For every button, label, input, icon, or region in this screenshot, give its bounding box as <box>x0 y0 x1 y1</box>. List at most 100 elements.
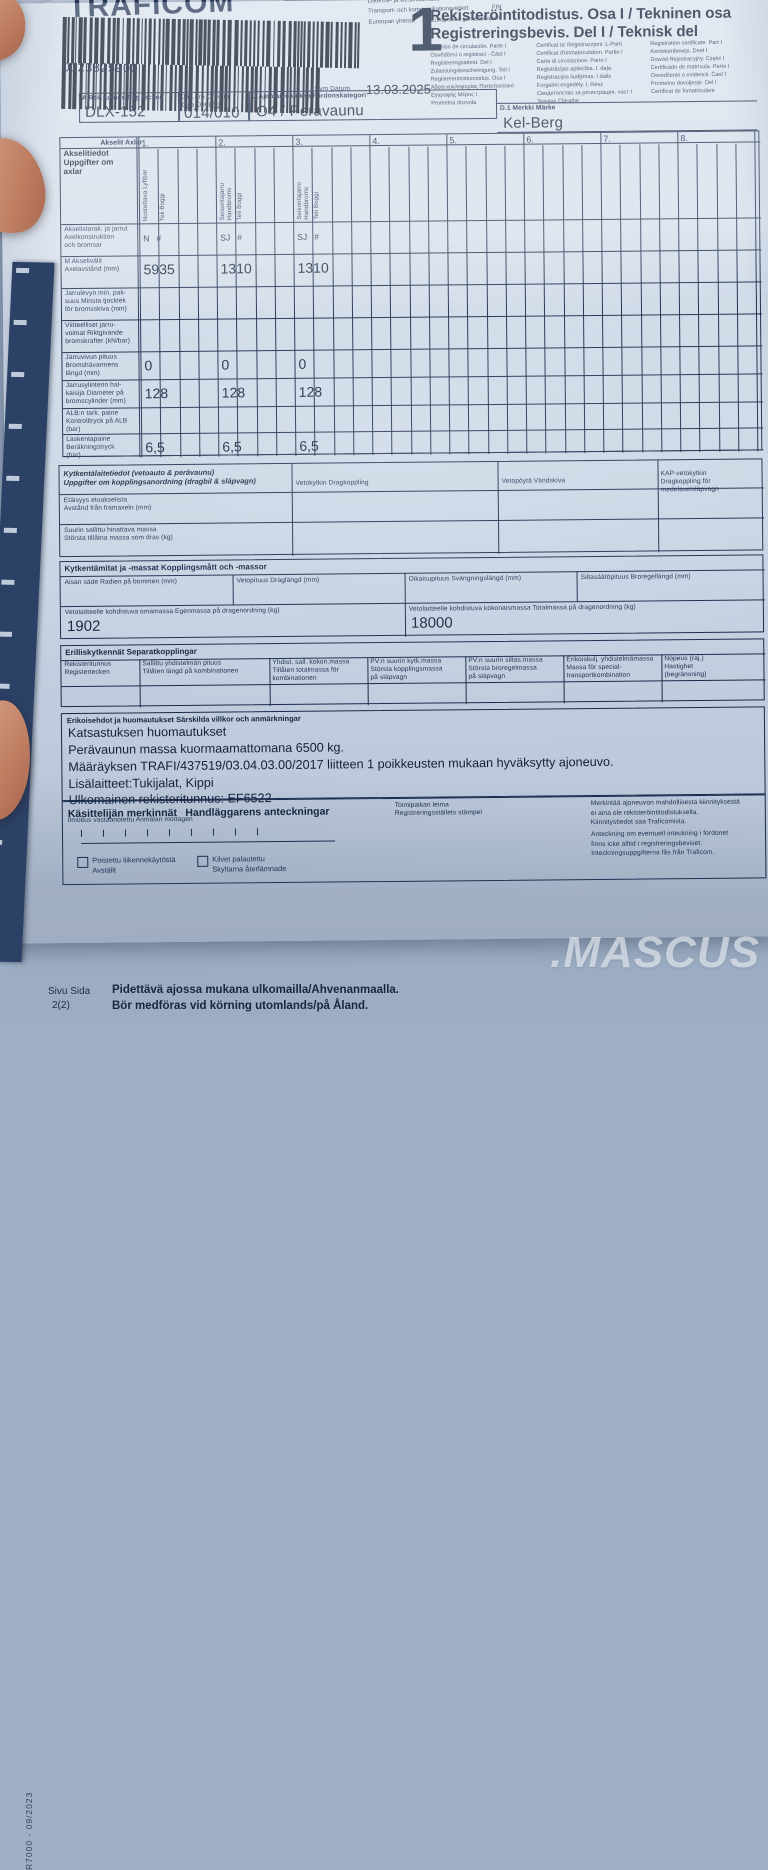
axle-cell-value[interactable]: 1310 <box>220 260 252 277</box>
axle-cell-value[interactable]: N # <box>143 233 162 244</box>
axle-row-label: Viitteelliset jarru- voimat Riktgivande … <box>65 321 131 345</box>
reg-label: A Rek.tunnus Reg tecken <box>81 94 164 102</box>
grid-vline <box>465 146 470 455</box>
grid-vline <box>176 148 181 457</box>
date-comb-field[interactable] <box>80 827 336 844</box>
grid-hline <box>63 427 764 436</box>
page-value: 2(2) <box>52 1000 70 1011</box>
axle-cell-value[interactable]: 0 <box>298 355 307 372</box>
coupling-mass-value[interactable]: 1902 <box>66 617 101 636</box>
coupling-section: Kytkentälaitetiedot (vetoauto & perävaun… <box>58 458 764 558</box>
make-field[interactable]: D.1 Merkki Märke Kel-Berg <box>496 100 758 133</box>
coupling-mass-value[interactable]: 18000 <box>410 614 453 632</box>
grid-vline <box>715 143 720 452</box>
separate-coupling-column-header: Erikoiskulj. yhdistelmämassa Massa för s… <box>566 655 654 679</box>
handler-note-fi: Merkintää ajoneuvon mahdollisesta kiinni… <box>590 798 740 827</box>
grid-hline <box>63 449 764 458</box>
checkbox-box[interactable] <box>77 856 89 868</box>
axle-subheader: Teli Boggi <box>312 191 321 220</box>
strip-dash <box>0 839 3 845</box>
date-comb-tick <box>124 829 127 837</box>
coupling-row1-label: Etäisyys etuakselista Avstånd från frama… <box>63 496 152 512</box>
strip-dash <box>1 579 15 585</box>
axle-cell-value[interactable]: 0 <box>221 356 230 373</box>
grid-hline <box>62 373 763 382</box>
date-comb-tick <box>146 829 149 837</box>
axle-cell-value[interactable]: 128 <box>144 385 169 402</box>
axle-number-row: 1. 2. 3. 4. 5. 6. 7. 8. <box>60 131 758 148</box>
grid-vline <box>196 148 201 457</box>
coupling-mass-fields: Vetolaitteelle kohdistuva omamassa Egenm… <box>60 555 762 635</box>
axle-row-label: Jarrulevyn min. pak- suus Minsta tjockle… <box>64 289 127 313</box>
date-comb-tick <box>234 828 237 836</box>
coupling-title: Kytkentälaitetiedot (vetoauto & perävaun… <box>63 467 299 487</box>
separate-coupling-divider <box>465 656 467 705</box>
category-field[interactable]: J Ajoneuvoluokka Fordonskategori O4 / Pe… <box>248 88 498 122</box>
make-value: Kel-Berg <box>503 114 564 132</box>
separate-coupling-divider <box>139 659 141 708</box>
coupling-dims-section: Kytkentämitat ja -massat Kopplingsmått o… <box>59 554 765 640</box>
strip-dash <box>3 527 17 533</box>
handler-checkbox[interactable]: Poistettu liikennekäytöstä Avställt <box>77 855 176 876</box>
checkbox-label: Poistettu liikennekäytöstä Avställt <box>92 855 176 875</box>
axle-row-label: M Akselivälit Axelavstånd (mm) <box>64 257 120 273</box>
checkbox-box[interactable] <box>197 855 209 867</box>
strip-dash <box>15 267 30 274</box>
separate-coupling-divider <box>661 654 663 703</box>
axle-cell-value[interactable]: 128 <box>221 384 246 401</box>
separate-coupling-column-header: PV:n suurin kytk.massa Största kopplings… <box>370 657 443 681</box>
coupling-dim-label: Siltasäätöpituus Broregellängd (mm) <box>580 573 691 582</box>
grid-vline <box>638 144 643 453</box>
document-title-fi: Rekisteröintitodistus. Osa I / Tekninen … <box>430 4 732 25</box>
axle-subheader: Seisontajarru Handbroms <box>295 182 311 220</box>
separate-coupling-divider <box>269 658 271 707</box>
axle-rows: Akselistorak. ja jarrut Axelkonstruktion… <box>60 131 758 458</box>
grid-hline <box>60 141 761 150</box>
page-label: Sivu Sida <box>48 986 91 997</box>
axle-cell-value[interactable]: 5935 <box>143 261 175 278</box>
category-label: J Ajoneuvoluokka Fordonskategori <box>252 92 367 101</box>
axle-grid <box>60 131 764 458</box>
special-conditions-section: Erikoisehdot ja huomautukset Särskilda v… <box>60 706 766 808</box>
axle-row-label: Laskentapaine Beräkningstryck (bar) <box>66 435 115 459</box>
ordnr-field[interactable]: Järj.nro Ordn.nr Osa Del I / II 014/010 <box>178 91 250 122</box>
axle-cell-value[interactable]: SJ # <box>220 232 243 243</box>
grid-vline <box>388 146 393 455</box>
axle-cell-value[interactable]: 1310 <box>297 259 329 276</box>
grid-vline <box>427 146 432 455</box>
notice-sv: Bör medföras vid körning utomlands/på Ål… <box>112 1000 369 1012</box>
grid-vline <box>581 145 586 454</box>
axle-cell-value[interactable]: 0 <box>144 357 153 374</box>
checkbox-label: Kilvet palautettu Skyltarna återlämnade <box>212 854 287 874</box>
footer: R7000 - 09/2023 Sivu Sida 2(2) Pidettävä… <box>0 940 768 1870</box>
coupling-mass-label: Vetolaitteelle kohdistuva omamassa Egenm… <box>64 607 280 617</box>
grid-hline <box>62 313 763 322</box>
separate-couplings-section: Erilliskytkennät Separatkopplingar Rekis… <box>60 638 766 708</box>
make-label: D.1 Merkki Märke <box>500 104 556 112</box>
axle-table: Akselit Axlar Akselitiedot Uppgifter om … <box>59 130 764 459</box>
axle-cell-value[interactable]: 6,5 <box>299 437 319 454</box>
handler-checkbox[interactable]: Kilvet palautettu Skyltarna återlämnade <box>197 854 286 875</box>
axle-cell-value[interactable]: SJ # <box>297 231 320 242</box>
axle-row-label: Jarrusylinterin hal- kaisija Diameter på… <box>65 381 126 405</box>
reg-field[interactable]: A Rek.tunnus Reg tecken DLX-152 <box>78 91 180 123</box>
grid-hline <box>62 345 763 354</box>
grid-vline <box>735 143 740 452</box>
strip-dash <box>6 475 20 482</box>
coupling-dim-label: Oikaisupituus Svängningslängd (mm) <box>408 574 522 583</box>
lang-col-3: Registration certificate. Part I Kenteke… <box>650 39 730 95</box>
form-code: R7000 - 09/2023 <box>24 1791 34 1870</box>
axle-cell-value[interactable]: 6,5 <box>222 438 242 455</box>
grid-vline <box>446 134 451 455</box>
axle-subheader: Seisontajarru Handbroms <box>218 182 234 221</box>
axle-cell-value[interactable]: 128 <box>298 383 323 400</box>
axle-cell-value[interactable]: 6,5 <box>145 439 165 456</box>
separate-couplings-title: Erilliskytkennät Separatkopplingar <box>65 646 197 658</box>
date-comb-tick <box>102 829 105 837</box>
grid-vline <box>253 148 258 457</box>
strip-dash <box>8 423 22 430</box>
date-comb-tick <box>168 829 171 837</box>
date-comb-tick <box>212 828 215 836</box>
grid-vline <box>696 143 701 452</box>
handler-note-sv: Anteckning om eventuell inteckning i for… <box>590 829 729 858</box>
